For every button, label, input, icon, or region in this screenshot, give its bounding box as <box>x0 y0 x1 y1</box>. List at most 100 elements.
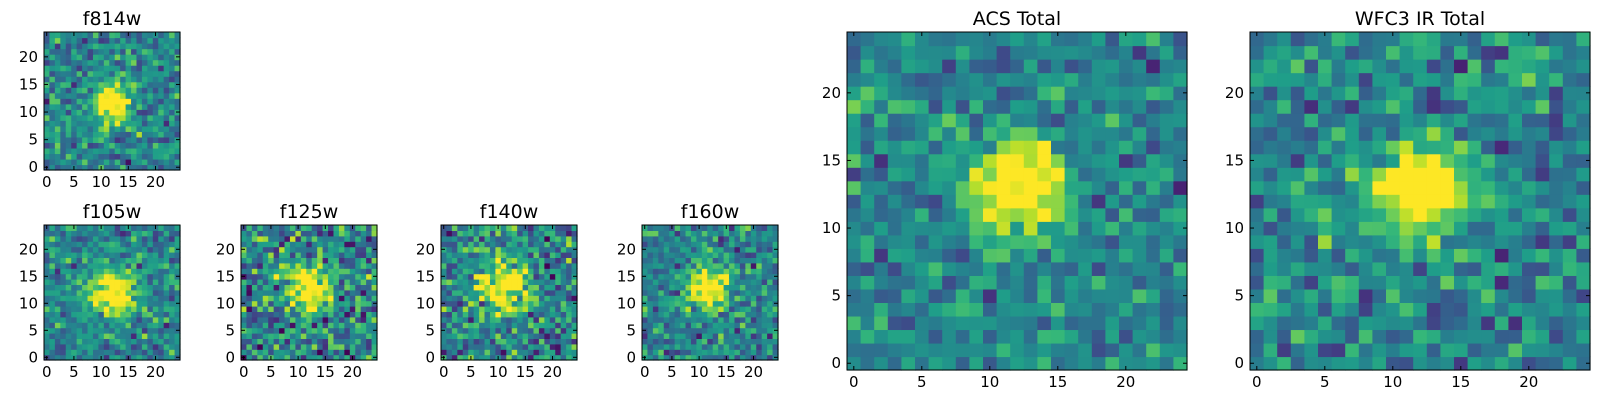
heatmap-cells <box>1250 32 1591 371</box>
heatmap-cell <box>756 354 763 361</box>
heatmap-cell <box>76 54 83 61</box>
heatmap-cell <box>533 338 540 345</box>
heatmap-cell <box>44 235 51 242</box>
heatmap-cell <box>174 103 181 110</box>
heatmap-cell <box>371 279 378 285</box>
heatmap-cell <box>942 72 957 87</box>
heatmap-cell <box>92 147 99 155</box>
heatmap-cell <box>652 273 659 280</box>
heatmap-cell <box>1345 126 1360 141</box>
heatmap-cell <box>300 354 307 361</box>
heatmap-cell <box>555 338 562 345</box>
heatmap-cell <box>1345 45 1360 60</box>
heatmap-cell <box>517 300 524 307</box>
heatmap-cell <box>120 246 127 253</box>
heatmap-cell <box>141 114 148 121</box>
heatmap-cell <box>1467 221 1482 236</box>
heatmap-cell <box>533 257 540 264</box>
heatmap-cell <box>1576 315 1591 331</box>
heatmap-cell <box>533 354 540 361</box>
heatmap-cell <box>268 311 275 318</box>
heatmap-cell <box>125 257 132 264</box>
heatmap-cell <box>92 136 99 143</box>
heatmap-cell <box>1304 32 1319 47</box>
heatmap-cell <box>158 59 165 66</box>
heatmap-cell <box>489 343 496 350</box>
heatmap-cell <box>103 142 110 149</box>
heatmap-cell <box>141 109 148 116</box>
heatmap-cell <box>1535 234 1550 249</box>
heatmap-cell <box>49 354 56 361</box>
heatmap-cell <box>1576 86 1591 101</box>
heatmap-cell <box>262 306 269 312</box>
heatmap-cell <box>772 252 779 258</box>
heatmap-cell <box>690 289 697 296</box>
heatmap-cell <box>65 246 72 253</box>
heatmap-cell <box>300 311 307 318</box>
heatmap-cell <box>915 221 930 236</box>
heatmap-cell <box>484 284 491 291</box>
heatmap-cell <box>49 158 56 166</box>
heatmap-cell <box>1304 329 1319 344</box>
heatmap-cell <box>772 316 779 323</box>
heatmap-cell <box>49 279 56 285</box>
heatmap-cell <box>1562 99 1577 114</box>
heatmap-cell <box>289 273 296 280</box>
heatmap-cell <box>1023 315 1038 331</box>
heatmap-cell <box>756 235 763 242</box>
heatmap-cell <box>1508 167 1523 182</box>
heatmap-cell <box>251 225 258 231</box>
heatmap-cell <box>333 241 340 248</box>
heatmap-cell <box>306 235 313 242</box>
heatmap-cell <box>495 316 502 323</box>
heatmap-cell <box>1426 113 1441 128</box>
heatmap-cell <box>360 354 367 361</box>
heatmap-cell <box>915 153 930 168</box>
heatmap-cell <box>479 343 486 350</box>
heatmap-cell <box>1440 72 1455 87</box>
heatmap-cell <box>642 268 649 275</box>
heatmap-cell <box>756 349 763 356</box>
heatmap-cell <box>1173 72 1188 87</box>
heatmap-cell <box>745 343 752 350</box>
heatmap-cell <box>246 284 253 291</box>
heatmap-cell <box>257 284 264 291</box>
heatmap-cell <box>300 252 307 258</box>
heatmap-cell <box>87 147 94 155</box>
heatmap-cell <box>49 125 56 132</box>
heatmap-cell <box>114 142 121 149</box>
heatmap-cell <box>1358 342 1373 358</box>
heatmap-cell <box>92 349 99 356</box>
heatmap-cell <box>163 87 170 94</box>
heatmap-cell <box>500 289 507 296</box>
heatmap-cell <box>1331 126 1346 141</box>
heatmap-cell <box>158 142 165 149</box>
heatmap-cell <box>1467 315 1482 331</box>
heatmap-cell <box>174 333 181 339</box>
heatmap-cell <box>511 252 518 258</box>
y-tick-label: 15 <box>617 267 636 285</box>
heatmap-cell <box>44 295 51 302</box>
heatmap-cell <box>87 65 94 72</box>
heatmap-cell <box>114 257 121 264</box>
heatmap-cell <box>511 279 518 285</box>
heatmap-cell <box>311 343 318 350</box>
heatmap-cell <box>284 284 291 291</box>
heatmap-cell <box>125 48 132 55</box>
heatmap-cell <box>1146 194 1161 209</box>
heatmap-cell <box>92 142 99 149</box>
heatmap-cell <box>76 225 83 231</box>
heatmap-cell <box>1318 275 1333 290</box>
heatmap-cell <box>1508 248 1523 263</box>
heatmap-cell <box>49 322 56 329</box>
heatmap-cell <box>658 257 665 264</box>
heatmap-cell <box>969 45 984 60</box>
heatmap-cell <box>1119 288 1134 303</box>
heatmap-cell <box>1318 302 1333 317</box>
heatmap-cell <box>241 257 248 264</box>
heatmap-cell <box>1426 86 1441 101</box>
heatmap-cell <box>1105 234 1120 249</box>
heatmap-cell <box>701 343 708 350</box>
heatmap-cell <box>279 343 286 350</box>
heatmap-cell <box>538 349 545 356</box>
